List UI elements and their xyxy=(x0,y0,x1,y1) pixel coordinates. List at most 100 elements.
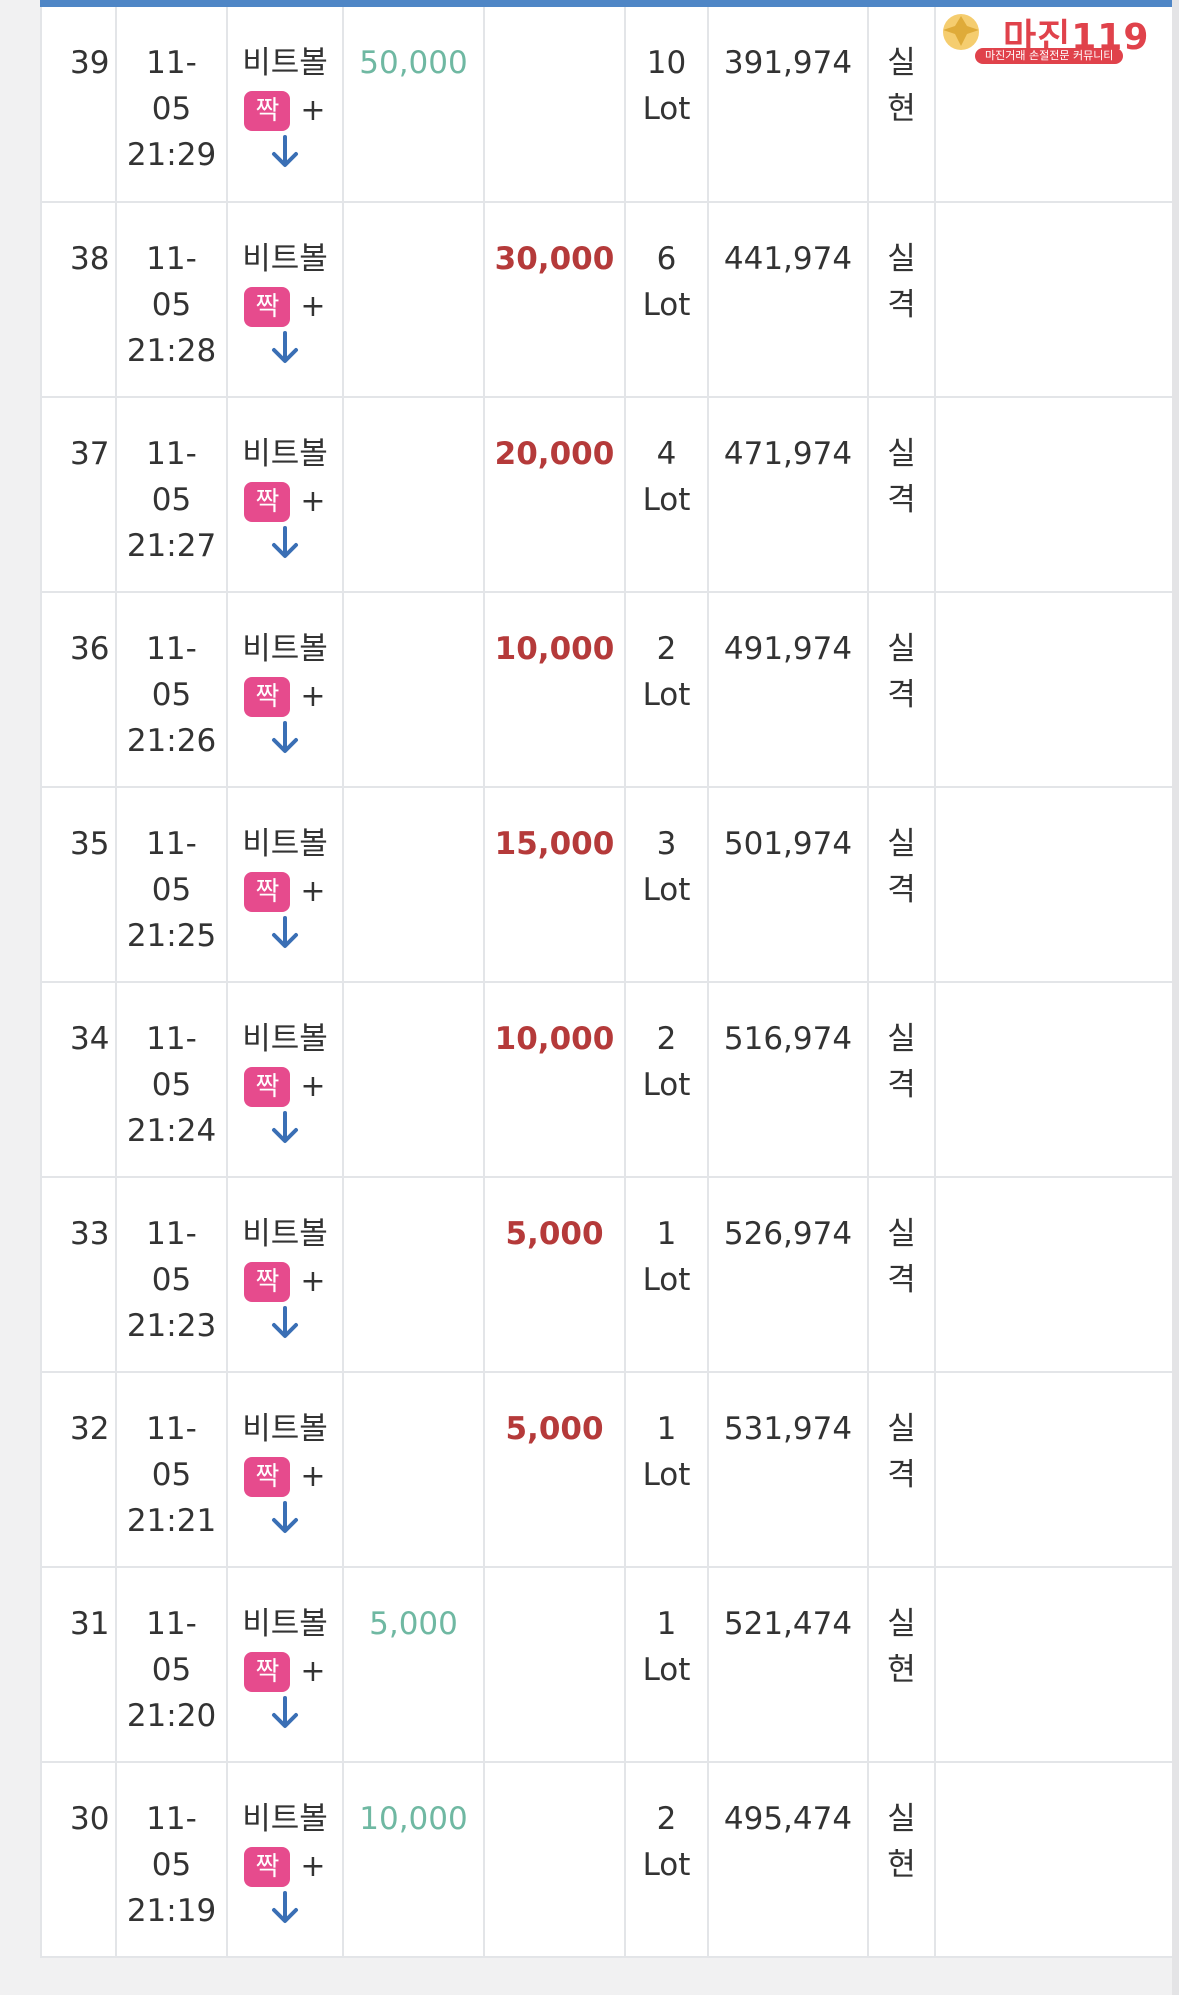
plus-sign: + xyxy=(300,289,326,324)
loss-cell: 10,000 xyxy=(483,591,626,788)
result-char-1: 실 xyxy=(887,241,916,277)
profit-amount: 50,000 xyxy=(359,45,468,81)
pick-badge: 짝 xyxy=(244,1262,291,1302)
watermark-subtitle: 마진거래 손절전문 커뮤니티 xyxy=(975,48,1124,64)
row-number-cell: 37 xyxy=(40,396,117,593)
balance-cell: 441,974 xyxy=(707,201,869,398)
table-row: 30 11- 05 21:19 비트볼 짝 +10,000 2 Lot 495,474 실 현 xyxy=(40,1761,1179,1958)
arrow-down-icon xyxy=(272,1306,298,1338)
balance-cell: 391,974 xyxy=(707,7,869,203)
time-cell: 11- 05 21:25 xyxy=(115,786,228,983)
row-number: 33 xyxy=(70,1216,110,1252)
lot-unit: Lot xyxy=(642,677,691,713)
balance-value: 521,474 xyxy=(723,1606,853,1642)
game-cell: 비트볼 짝 + xyxy=(226,591,344,788)
pick-badge: 짝 xyxy=(244,1847,291,1887)
pick-badge: 짝 xyxy=(244,91,291,131)
lot-unit: Lot xyxy=(642,482,691,518)
balance-cell: 501,974 xyxy=(707,786,869,983)
balance-value: 501,974 xyxy=(723,826,853,862)
lot-cell: 1 Lot xyxy=(624,1371,709,1568)
loss-amount: 5,000 xyxy=(505,1411,604,1447)
arrow-down-icon xyxy=(272,526,298,558)
overflow-cell xyxy=(934,591,1179,788)
date-month: 11- xyxy=(146,1216,197,1252)
game-cell: 비트볼 짝 + xyxy=(226,1761,344,1958)
lot-unit: Lot xyxy=(642,872,691,908)
pick-badge: 짝 xyxy=(244,677,291,717)
lot-count: 2 xyxy=(656,1801,677,1837)
profit-cell xyxy=(342,981,485,1178)
row-number-cell: 36 xyxy=(40,591,117,788)
date-month: 11- xyxy=(146,826,197,862)
game-name: 비트볼 xyxy=(242,1411,328,1447)
time-cell: 11- 05 21:21 xyxy=(115,1371,228,1568)
result-char-1: 실 xyxy=(887,436,916,472)
game-cell: 비트볼 짝 + xyxy=(226,786,344,983)
row-number-cell: 34 xyxy=(40,981,117,1178)
time-cell: 11- 05 21:20 xyxy=(115,1566,228,1763)
game-name: 비트볼 xyxy=(242,1021,328,1057)
row-number-cell: 31 xyxy=(40,1566,117,1763)
table-row: 38 11- 05 21:28 비트볼 짝 +30,000 6 Lot 441,974 실 격 xyxy=(40,201,1179,398)
pick-line: 짝 + xyxy=(244,674,326,720)
arrow-down-icon xyxy=(272,1111,298,1143)
date-month: 11- xyxy=(146,436,197,472)
loss-amount: 10,000 xyxy=(494,631,615,667)
page-edge xyxy=(1172,0,1179,1995)
lot-count: 1 xyxy=(656,1411,677,1447)
lot-unit: Lot xyxy=(642,1652,691,1688)
row-number: 39 xyxy=(70,45,110,81)
overflow-cell xyxy=(934,786,1179,983)
row-number-cell: 32 xyxy=(40,1371,117,1568)
result-char-1: 실 xyxy=(887,1021,916,1057)
profit-cell: 50,000 xyxy=(342,7,485,203)
overflow-cell xyxy=(934,1371,1179,1568)
arrow-down-icon xyxy=(272,1891,298,1923)
plus-sign: + xyxy=(300,1654,326,1689)
balance-value: 391,974 xyxy=(723,45,853,81)
result-char-1: 실 xyxy=(887,826,916,862)
arrow-down-icon xyxy=(272,331,298,363)
table-row: 35 11- 05 21:25 비트볼 짝 +15,000 3 Lot 501,974 실 격 xyxy=(40,786,1179,983)
time-cell: 11- 05 21:24 xyxy=(115,981,228,1178)
table-row: 32 11- 05 21:21 비트볼 짝 +5,000 1 Lot 531,974 실 격 xyxy=(40,1371,1179,1568)
balance-cell: 491,974 xyxy=(707,591,869,788)
profit-cell: 10,000 xyxy=(342,1761,485,1958)
row-number-cell: 35 xyxy=(40,786,117,983)
lot-count: 4 xyxy=(656,436,677,472)
lot-count: 2 xyxy=(656,1021,677,1057)
balance-cell: 495,474 xyxy=(707,1761,869,1958)
lot-cell: 3 Lot xyxy=(624,786,709,983)
lot-count: 3 xyxy=(656,826,677,862)
balance-cell: 526,974 xyxy=(707,1176,869,1373)
pick-line: 짝 + xyxy=(244,284,326,330)
table-row: 36 11- 05 21:26 비트볼 짝 +10,000 2 Lot 491,974 실 격 xyxy=(40,591,1179,788)
plus-sign: + xyxy=(300,1264,326,1299)
result-char-1: 실 xyxy=(887,1606,916,1642)
loss-cell: 5,000 xyxy=(483,1176,626,1373)
result-char-1: 실 xyxy=(887,1216,916,1252)
profit-cell xyxy=(342,591,485,788)
result-char-2: 격 xyxy=(887,872,916,908)
date-day: 05 xyxy=(151,482,192,518)
time-value: 21:26 xyxy=(126,723,217,759)
row-number-cell: 38 xyxy=(40,201,117,398)
game-name: 비트볼 xyxy=(242,241,328,277)
pick-badge: 짝 xyxy=(244,1652,291,1692)
plus-sign: + xyxy=(300,874,326,909)
table-row: 39 11- 05 21:29 비트볼 짝 +50,000 10 Lot 391,974 실 현 xyxy=(40,7,1179,203)
row-number: 36 xyxy=(70,631,110,667)
pick-badge: 짝 xyxy=(244,482,291,522)
lot-unit: Lot xyxy=(642,1067,691,1103)
table-row: 37 11- 05 21:27 비트볼 짝 +20,000 4 Lot 471,974 실 격 xyxy=(40,396,1179,593)
result-char-2: 현 xyxy=(887,1847,916,1883)
arrow-down-icon xyxy=(272,1501,298,1533)
seal-icon xyxy=(943,14,979,50)
time-value: 21:23 xyxy=(126,1308,217,1344)
